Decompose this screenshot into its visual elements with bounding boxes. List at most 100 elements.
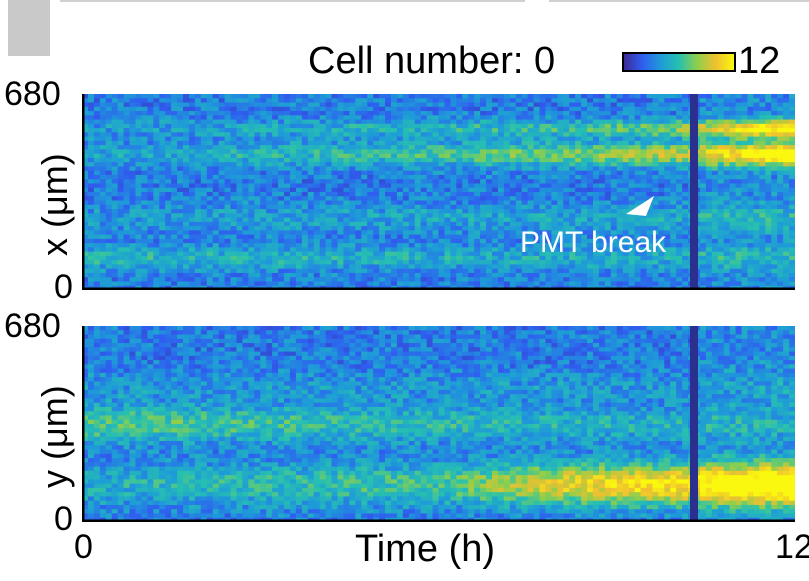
heatmap-cell — [82, 149, 89, 155]
heatmap-cell — [218, 145, 226, 150]
heatmap-cell — [509, 174, 517, 180]
heatmap-cell — [610, 140, 618, 146]
heatmap-cell — [224, 179, 232, 185]
heatmap-cell — [551, 192, 558, 197]
heatmap-cell — [634, 166, 642, 172]
heatmap-cell — [557, 162, 564, 168]
heatmap-cell — [337, 111, 345, 116]
heatmap-cell — [105, 187, 113, 193]
heatmap-cell — [236, 162, 244, 168]
heatmap-cell — [521, 132, 529, 138]
heatmap-cell — [289, 204, 297, 210]
heatmap-cell — [105, 234, 113, 240]
heatmap-cell — [111, 115, 119, 121]
heatmap-cell — [188, 145, 196, 150]
heatmap-cell — [759, 106, 766, 112]
heatmap-cell — [450, 204, 457, 210]
heatmap-cell — [260, 94, 267, 99]
heatmap-cell — [450, 192, 457, 197]
heatmap-cell — [117, 217, 125, 223]
heatmap-cell — [557, 170, 564, 176]
heatmap-cell — [212, 98, 220, 104]
heatmap-cell — [777, 213, 784, 219]
heatmap-cell — [622, 247, 630, 253]
heatmap-cell — [480, 136, 487, 142]
heatmap-cell — [390, 123, 398, 129]
heatmap-cell — [135, 230, 143, 236]
heatmap-cell — [129, 119, 137, 125]
heatmap-cell — [765, 217, 772, 223]
heatmap-cell — [218, 140, 226, 146]
heatmap-cell — [206, 145, 214, 150]
heatmap-cell — [319, 157, 327, 163]
heatmap-cell — [444, 209, 451, 214]
heatmap-cell — [592, 187, 600, 193]
heatmap-cell — [361, 170, 368, 176]
heatmap-cell — [581, 140, 588, 146]
heatmap-cell — [705, 136, 713, 142]
heatmap-cell — [177, 234, 184, 240]
heatmap-cell — [509, 119, 517, 125]
heatmap-cell — [135, 196, 143, 202]
heatmap-cell — [789, 192, 795, 197]
heatmap-cell — [539, 98, 547, 104]
heatmap-cell — [426, 183, 434, 189]
heatmap-cell — [699, 183, 707, 189]
heatmap-cell — [319, 200, 327, 206]
heatmap-cell — [598, 170, 606, 176]
heatmap-cell — [236, 149, 244, 155]
heatmap-cell — [480, 268, 487, 274]
heatmap-cell — [295, 102, 303, 108]
heatmap-cell — [111, 94, 119, 99]
heatmap-cell — [527, 166, 535, 172]
heatmap-cell — [587, 260, 594, 266]
heatmap-cell — [183, 123, 190, 129]
heatmap-cell — [759, 213, 766, 219]
heatmap-cell — [325, 260, 333, 266]
heatmap-cell — [515, 136, 523, 142]
heatmap-cell — [188, 243, 196, 248]
heatmap-cell — [212, 217, 220, 223]
heatmap-cell — [408, 217, 416, 223]
heatmap-cell — [426, 145, 434, 150]
heatmap-cell — [254, 102, 261, 108]
heatmap-cell — [337, 234, 345, 240]
heatmap-cell — [278, 238, 285, 244]
heatmap-cell — [135, 98, 143, 104]
heatmap-cell — [396, 102, 404, 108]
heatmap-cell — [604, 264, 612, 270]
heatmap-cell — [171, 200, 178, 206]
heatmap-cell — [349, 251, 356, 257]
heatmap-cell — [111, 204, 119, 210]
heatmap-cell — [218, 119, 226, 125]
heatmap-cell — [670, 157, 677, 163]
heatmap-cell — [723, 192, 731, 197]
heatmap-cell — [474, 260, 481, 266]
heatmap-cell — [658, 123, 665, 129]
heatmap-cell — [592, 128, 600, 133]
heatmap-cell — [628, 94, 636, 99]
heatmap-cell — [533, 226, 541, 231]
heatmap-cell — [177, 226, 184, 231]
heatmap-cell — [385, 234, 392, 240]
heatmap-cell — [171, 196, 178, 202]
heatmap-cell — [87, 128, 95, 133]
heatmap-cell — [652, 238, 659, 244]
heatmap-cell — [242, 251, 249, 257]
heatmap-cell — [307, 170, 315, 176]
heatmap-cell — [254, 123, 261, 129]
heatmap-cell — [355, 136, 362, 142]
heatmap-cell — [592, 119, 600, 125]
heatmap-cell — [771, 123, 778, 129]
heatmap-cell — [248, 213, 255, 219]
heatmap-cell — [705, 196, 713, 202]
heatmap-cell — [87, 255, 95, 261]
heatmap-cell — [587, 251, 594, 257]
heatmap-cell — [414, 115, 422, 121]
heatmap-cell — [717, 157, 725, 163]
heatmap-cell — [206, 243, 214, 248]
heatmap-cell — [242, 268, 249, 274]
heatmap-cell — [652, 153, 659, 159]
heatmap-cell — [260, 119, 267, 125]
heatmap-cell — [765, 200, 772, 206]
